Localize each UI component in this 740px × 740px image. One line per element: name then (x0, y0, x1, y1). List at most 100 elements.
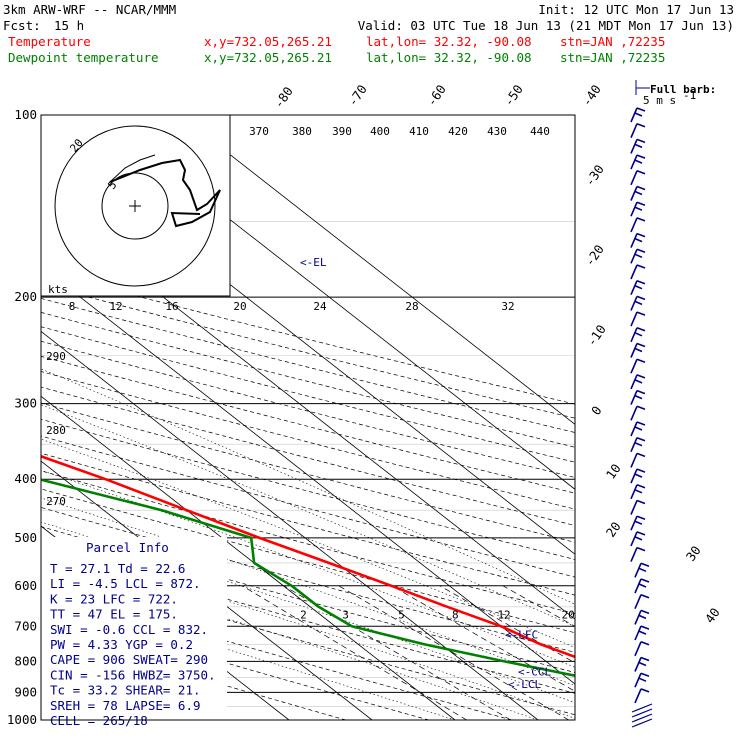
legend-dew-stn: stn=JAN ,72235 (560, 50, 665, 65)
wind-barb-flag (634, 206, 643, 211)
wind-barb-flag (636, 374, 646, 379)
dry-adiabat (41, 340, 575, 478)
wind-barb-staff (630, 107, 638, 123)
wind-barb-flag (636, 295, 646, 301)
legend-dew-latlon: lat,lon= 32.32, -90.08 (366, 50, 532, 65)
wind-barb-flag (634, 441, 643, 447)
wind-barb-staff (630, 264, 638, 280)
wind-barb-staff (634, 688, 642, 704)
wind-barb-staff (630, 311, 638, 327)
wind-barb-staff (634, 610, 642, 625)
barb-legend-title: Full barb: (650, 83, 716, 96)
isotherm-label: -60 (424, 82, 449, 109)
parcel-info-row: T = 27.1 Td = 22.6 (50, 561, 185, 576)
wind-barb-staff (630, 437, 638, 453)
ccl-marker: <-CCL (518, 666, 551, 679)
wind-barb-flag (640, 578, 650, 583)
wind-barb-flag (634, 473, 643, 478)
wind-barb-flag (636, 201, 646, 206)
el-marker: <-EL (300, 256, 327, 269)
wind-barb-flag (636, 327, 646, 332)
wind-barb-staff (630, 515, 638, 531)
wind-barb-staff (634, 594, 642, 610)
mixing-ratio-label: 5 (398, 609, 405, 622)
mixing-ratio-label: 12 (497, 609, 510, 622)
wind-barb-flag (634, 520, 643, 525)
parcel-info-box (41, 537, 227, 720)
wind-barb-staff (634, 562, 642, 578)
isotherm-label: -50 (501, 82, 526, 109)
wind-barb-flag (636, 358, 646, 363)
wind-barb-flag (636, 389, 646, 395)
wind-barb-flag (638, 661, 647, 667)
parcel-info-row: K = 23 LFC = 722. (50, 591, 178, 606)
wind-barb-staff (630, 296, 638, 311)
isotherm-line (41, 460, 373, 720)
parcel-info-row: CAPE = 906 SWEAT= 290 (50, 652, 208, 667)
wind-barb-flag (638, 583, 647, 588)
wind-barb-staff (630, 327, 638, 343)
wind-barb-flag (636, 107, 646, 112)
wind-barb-flag (636, 436, 646, 442)
wind-barb-flag (636, 531, 646, 536)
wind-barb-flag (634, 143, 643, 149)
wind-barb-staff (630, 531, 638, 547)
wind-barb-flag (640, 641, 650, 646)
speed-tick-label: 16 (165, 300, 178, 313)
wind-barb-flag (636, 279, 646, 285)
isotherm-label: -80 (271, 84, 296, 111)
lcl-marker: <-LCL (508, 678, 541, 691)
dry-adiabat (41, 435, 575, 578)
temperature-line (41, 454, 575, 659)
pressure-tick-label: 800 (14, 653, 37, 668)
wind-barb-flag (636, 264, 646, 269)
mixing-ratio-line (502, 585, 575, 627)
wind-barb-flag (636, 217, 646, 222)
parcel-info-row: PW = 4.33 YGP = 0.2 (50, 637, 193, 652)
wind-barb-flag (636, 499, 646, 505)
wind-barb-flag (636, 484, 646, 489)
wind-barb-flag (636, 185, 646, 191)
fcst-value: 15 h (54, 18, 84, 33)
wind-barb-flag (636, 154, 646, 159)
moist-adiabat (41, 542, 575, 719)
dewpoint-line (41, 478, 575, 678)
pressure-tick-label: 1000 (7, 712, 37, 727)
parcel-info-row: TT = 47 EL = 175. (50, 607, 178, 622)
wind-barb-flag (636, 515, 646, 520)
fcst-label: Fcst: (3, 18, 41, 33)
wind-barb-staff (634, 578, 642, 594)
mixing-ratio-label: 8 (452, 609, 459, 622)
legend-temp-stn: stn=JAN ,72235 (560, 34, 665, 49)
wind-barb-flag (634, 536, 643, 541)
wind-barb-staff (634, 657, 642, 672)
wind-barb-flag (638, 677, 647, 682)
wind-barb-staff (630, 405, 638, 421)
theta-label: 410 (409, 125, 429, 138)
wind-barb-flag (634, 253, 643, 259)
isotherm-label: 20 (603, 519, 624, 540)
dry-adiabat (41, 507, 575, 653)
theta-label: 420 (448, 125, 468, 138)
isotherm-line (179, 115, 575, 425)
dry-adiabat (41, 326, 575, 463)
parcel-info-row: SWI = -0.6 CCL = 832. (50, 622, 208, 637)
wind-barb-staff (630, 280, 638, 296)
barb-legend-unit: 5 m s (643, 94, 676, 107)
mixing-ratio-line (242, 585, 467, 720)
theta-label: 370 (249, 125, 269, 138)
isotherm-label: 0 (588, 403, 605, 418)
dry-adiabat (41, 545, 575, 694)
isotherm-label: 40 (702, 605, 723, 626)
dry-adiabat (41, 488, 575, 634)
isotherm-line (41, 330, 539, 720)
parcel-info-row: SREH = 78 LAPSE= 6.9 (50, 698, 201, 713)
wind-barb-flag (636, 342, 646, 348)
wind-barb-staff (630, 233, 638, 248)
model-title: 3km ARW-WRF -- NCAR/MMM (3, 2, 176, 17)
speed-tick-label: 12 (109, 300, 122, 313)
theta-label: 440 (530, 125, 550, 138)
speed-tick-label: 24 (313, 300, 327, 313)
wind-barb-flag (638, 630, 647, 635)
